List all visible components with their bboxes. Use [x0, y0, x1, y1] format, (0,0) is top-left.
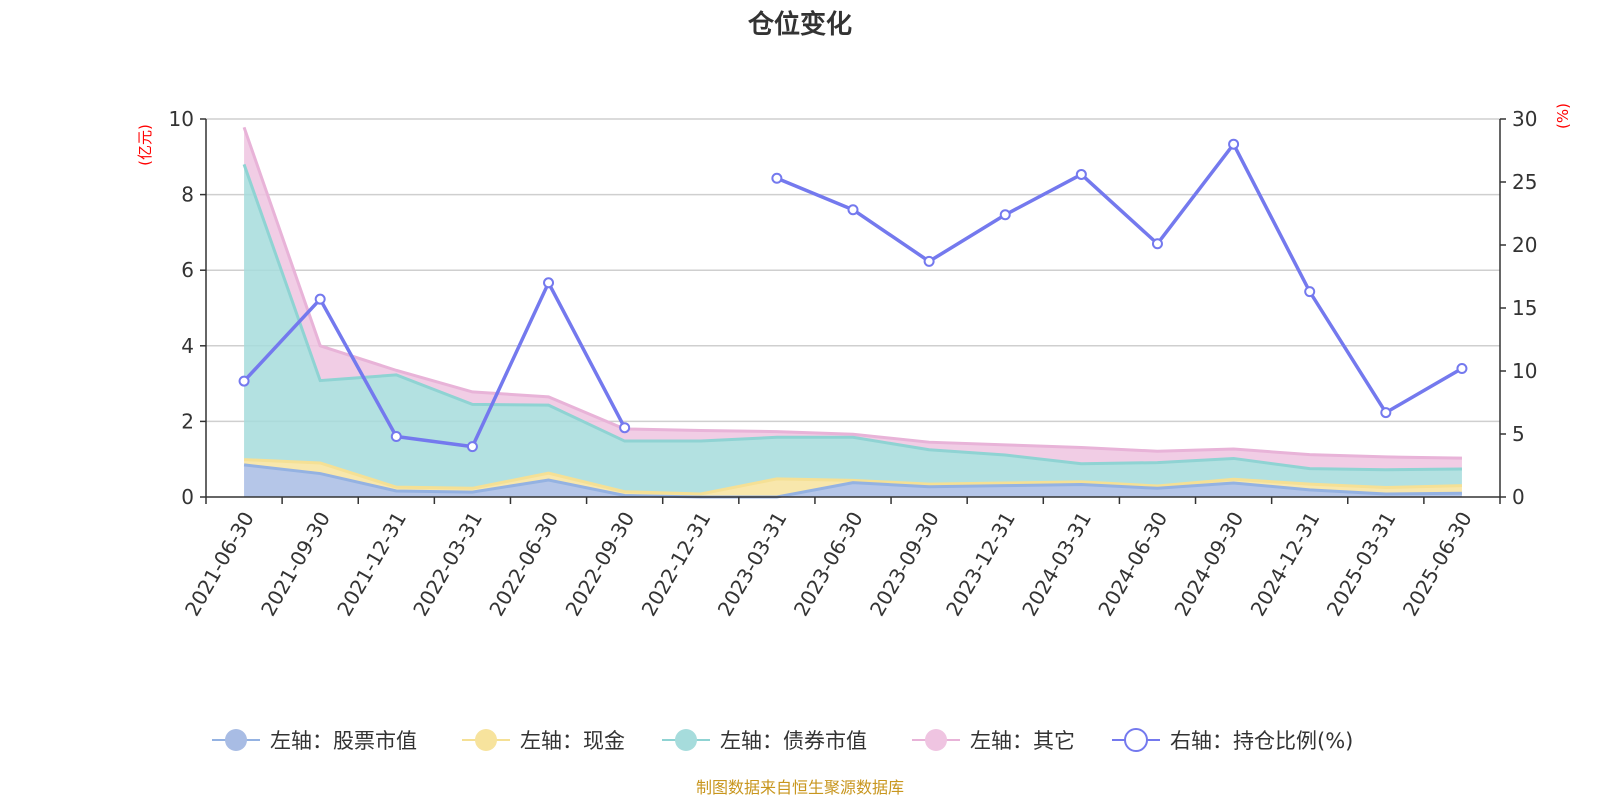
- x-tick-label: 2023-09-30: [865, 508, 944, 621]
- ratio-point: [1456, 362, 1468, 374]
- ratio-point: [619, 422, 631, 434]
- x-tick-label: 2021-09-30: [256, 508, 335, 621]
- ratio-point: [1380, 407, 1392, 419]
- legend-marker: [925, 729, 947, 751]
- ratio-point: [1228, 138, 1240, 150]
- ratio-point: [847, 204, 859, 216]
- legend-marker: [475, 729, 497, 751]
- bond-area-edge: [242, 163, 1462, 472]
- x-tick-label: 2025-06-30: [1398, 508, 1477, 621]
- left-tick-label: 6: [181, 258, 194, 282]
- ratio-series: [238, 138, 1468, 453]
- left-tick-label: 10: [169, 107, 194, 131]
- x-tick-label: 2021-06-30: [180, 508, 259, 621]
- source-note: 制图数据来自恒生聚源数据库: [696, 778, 904, 797]
- x-tick-label: 2024-12-31: [1246, 508, 1325, 621]
- ratio-point: [466, 441, 478, 453]
- right-axis-unit: (%): [1554, 103, 1572, 129]
- left-tick-label: 4: [181, 334, 194, 358]
- legend-label: 左轴：现金: [520, 729, 625, 753]
- legend-label: 右轴：持仓比例(%): [1170, 729, 1353, 753]
- cash-area-edge: [243, 458, 1462, 496]
- ratio-point: [923, 255, 935, 267]
- chart-title: 仓位变化: [747, 9, 852, 40]
- legend-label: 左轴：其它: [970, 729, 1075, 753]
- ratio-point: [314, 293, 326, 305]
- legend-label: 左轴：债券市值: [720, 729, 867, 753]
- left-tick-label: 2: [181, 409, 194, 433]
- x-tick-label: 2024-03-31: [1017, 508, 1096, 621]
- right-tick-label: 0: [1512, 485, 1525, 509]
- x-tick-label: 2023-03-31: [713, 508, 792, 621]
- area-series: [242, 126, 1462, 499]
- ratio-point: [1304, 286, 1316, 298]
- x-tick-label: 2022-06-30: [484, 508, 563, 621]
- legend-marker: [225, 729, 247, 751]
- x-tick-label: 2024-09-30: [1169, 508, 1248, 621]
- legend-marker: [1124, 728, 1148, 752]
- right-tick-label: 20: [1512, 233, 1537, 257]
- x-tick-label: 2022-09-30: [560, 508, 639, 621]
- ratio-point: [390, 431, 402, 443]
- ratio-point: [1075, 168, 1087, 180]
- left-axis-unit: (亿元): [136, 124, 154, 166]
- ratio-point: [999, 209, 1011, 221]
- legend-marker: [675, 729, 697, 751]
- ratio-point: [238, 375, 250, 387]
- other-area-edge: [242, 126, 1462, 460]
- legend: 左轴：股票市值 左轴：现金 左轴：债券市值 左轴：其它 右轴：持仓比例(%): [212, 728, 1353, 753]
- right-tick-label: 15: [1512, 296, 1537, 320]
- left-tick-label: 8: [181, 183, 194, 207]
- right-tick-label: 10: [1512, 359, 1537, 383]
- ratio-point: [1151, 238, 1163, 250]
- right-tick-label: 25: [1512, 170, 1537, 194]
- bond-area: [244, 164, 1462, 494]
- x-tick-label: 2024-06-30: [1093, 508, 1172, 621]
- x-tick-label: 2025-03-31: [1322, 508, 1401, 621]
- ratio-line: [242, 281, 627, 449]
- ratio-point: [543, 277, 555, 289]
- right-tick-label: 30: [1512, 107, 1537, 131]
- x-tick-label: 2023-12-31: [941, 508, 1020, 621]
- legend-label: 左轴：股票市值: [270, 729, 417, 753]
- x-tick-label: 2022-03-31: [408, 507, 487, 620]
- ratio-line: [776, 142, 1463, 415]
- gridlines: [206, 118, 1500, 423]
- x-tick-label: 2022-12-31: [637, 508, 716, 621]
- stock-area-edge: [243, 463, 1462, 499]
- ratio-point: [771, 172, 783, 184]
- x-tick-label: 2021-12-31: [332, 508, 411, 621]
- left-tick-label: 0: [181, 485, 194, 509]
- x-tick-label: 2023-06-30: [789, 508, 868, 621]
- right-tick-label: 5: [1512, 422, 1525, 446]
